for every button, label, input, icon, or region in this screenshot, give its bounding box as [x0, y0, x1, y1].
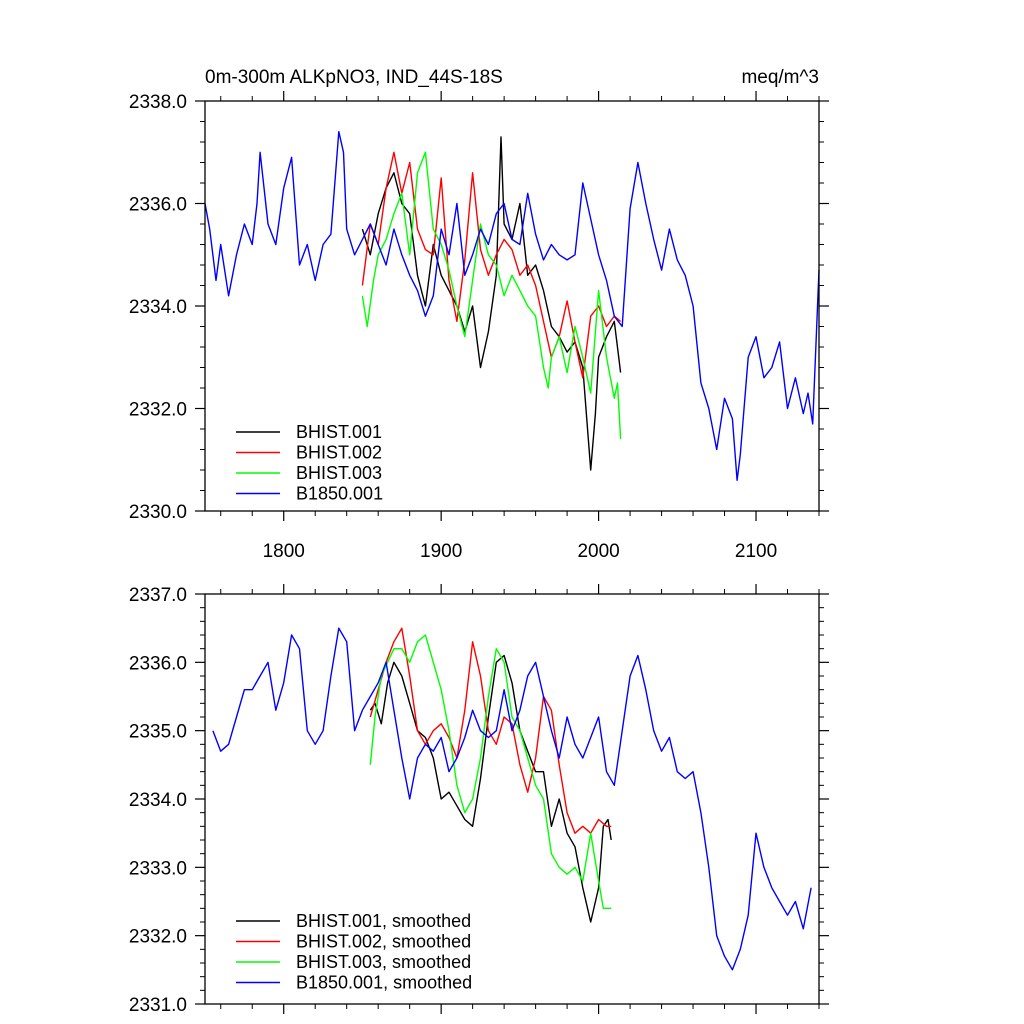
top-x-tick-label: 1800	[263, 541, 305, 562]
top-x-tick-label: 2100	[735, 541, 777, 562]
top-series-line-bhist-001	[361, 136, 622, 471]
top-y-tick-label: 2338.0	[129, 92, 187, 113]
top-x-tick-label: 1900	[420, 541, 462, 562]
bottom-y-tick-label: 2337.0	[129, 585, 187, 606]
top-series-line-bhist-003	[361, 151, 622, 440]
bottom-y-tick-label: 2335.0	[129, 722, 187, 743]
bottom-y-tick-label: 2332.0	[129, 927, 187, 948]
top-chart-title: 0m-300m ALKpNO3, IND_44S-18S	[205, 67, 503, 88]
top-x-tick-label: 2000	[577, 541, 619, 562]
bottom-series-line-bhist-001-smoothed	[369, 654, 612, 923]
top-series-line-bhist-002	[361, 151, 622, 379]
bottom-series-line-b1850-001-smoothed	[212, 627, 812, 971]
bottom-legend-label-bhist-001-smoothed: BHIST.001, smoothed	[296, 911, 471, 931]
bottom-y-tick-label: 2331.0	[129, 995, 187, 1016]
top-y-tick-label: 2334.0	[129, 297, 187, 318]
bottom-legend-label-b1850-001-smoothed: B1850.001, smoothed	[296, 973, 472, 993]
top-x-tick-labels: 1800 1900 2000 2100	[263, 541, 778, 562]
top-legend-label-b1850-001: B1850.001	[296, 484, 383, 504]
top-chart-units: meq/m^3	[741, 67, 819, 88]
bottom-series-lines	[212, 627, 812, 971]
top-y-tick-labels: 2330.0 2332.0 2334.0 2336.0 2338.0	[129, 92, 187, 523]
bottom-legend-label-bhist-002-smoothed: BHIST.002, smoothed	[296, 932, 471, 952]
bottom-y-tick-label: 2336.0	[129, 653, 187, 674]
bottom-legend-label-bhist-003-smoothed: BHIST.003, smoothed	[296, 952, 471, 972]
bottom-y-tick-labels: 2331.0 2332.0 2333.0 2334.0 2335.0 2336.0 2337…	[129, 585, 187, 1016]
bottom-series-line-bhist-003-smoothed	[369, 634, 612, 909]
top-y-tick-label: 2332.0	[129, 400, 187, 421]
panel-top: 2330.0 2332.0 2334.0 2336.0 2338.0 1800 1900 2…	[129, 67, 829, 562]
top-series-lines	[204, 130, 820, 481]
bottom-y-tick-label: 2334.0	[129, 790, 187, 811]
top-series-line-b1850-001	[204, 130, 820, 481]
bottom-axis-ticks	[195, 584, 829, 1014]
top-legend-label-bhist-002: BHIST.002	[296, 443, 382, 463]
bottom-series-line-bhist-002-smoothed	[369, 627, 612, 834]
top-legend-label-bhist-001: BHIST.001	[296, 422, 382, 442]
top-y-tick-label: 2336.0	[129, 195, 187, 216]
panel-bottom: 2331.0 2332.0 2333.0 2334.0 2335.0 2336.0 2337…	[129, 584, 829, 1016]
top-y-tick-label: 2330.0	[129, 502, 187, 523]
top-axis-ticks	[195, 91, 829, 521]
bottom-y-tick-label: 2333.0	[129, 858, 187, 879]
top-legend-label-bhist-003: BHIST.003	[296, 463, 382, 483]
